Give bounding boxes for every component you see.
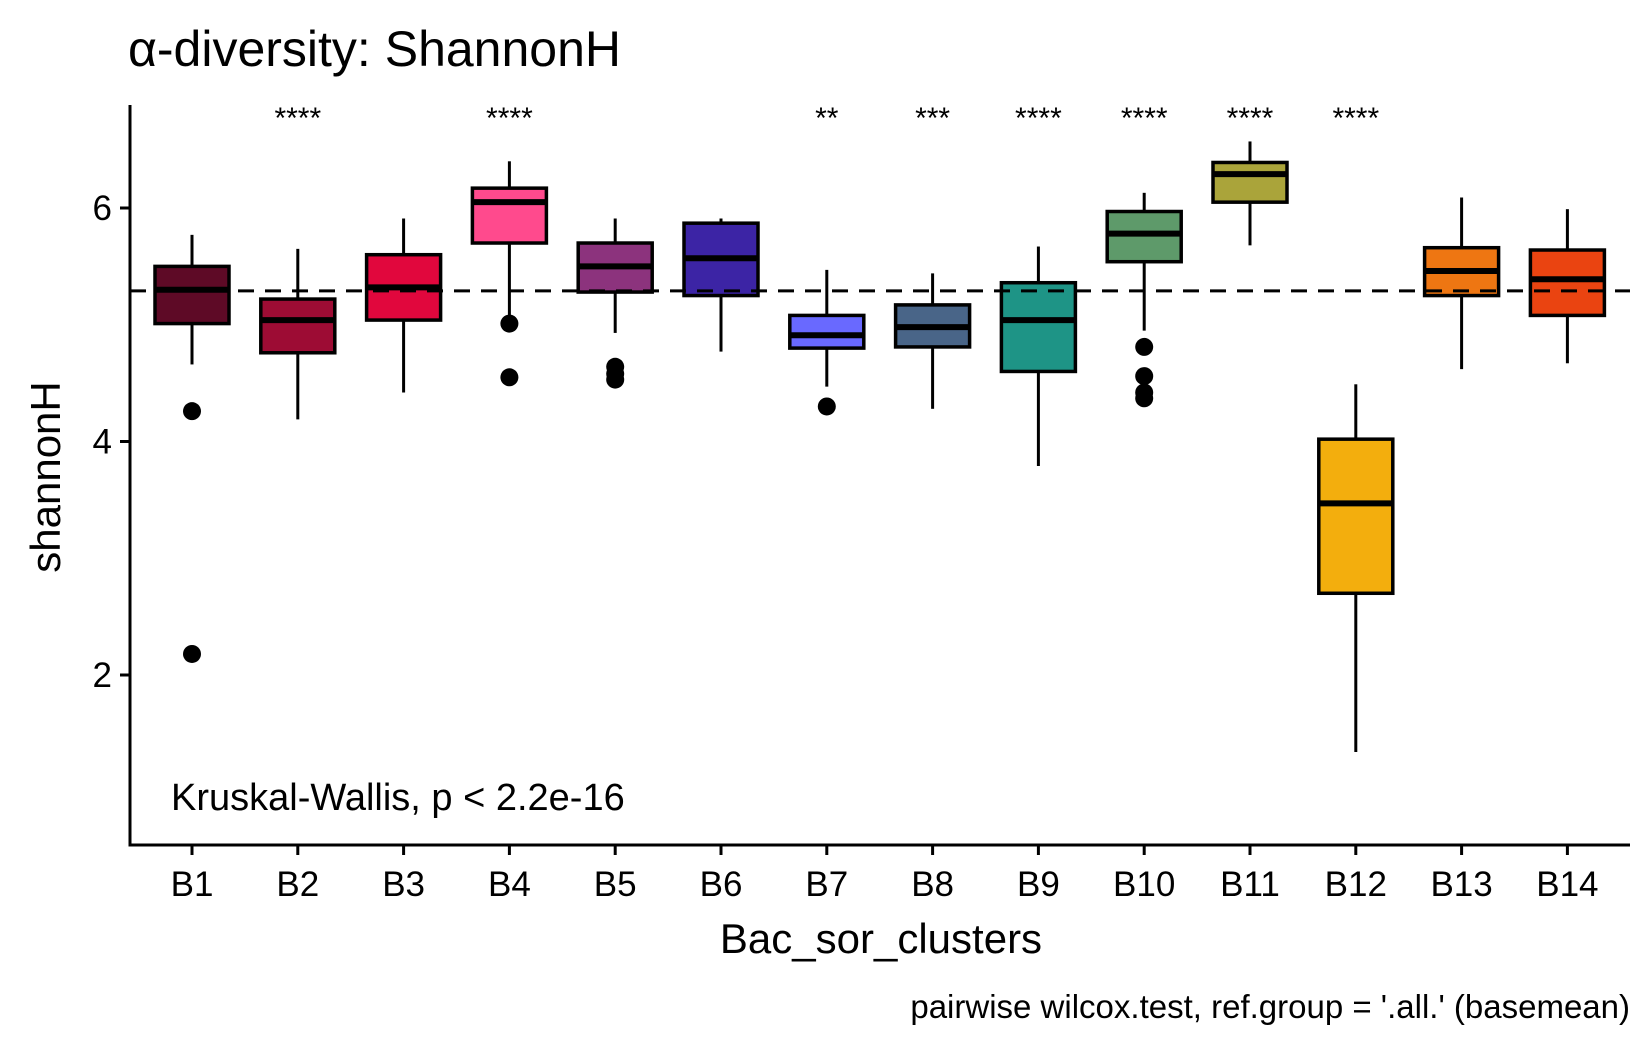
box-B4 <box>470 161 549 387</box>
significance-label-B11: **** <box>1227 102 1274 135</box>
box-body-B9 <box>999 280 1078 374</box>
box-B3 <box>364 218 443 393</box>
caption: pairwise wilcox.test, ref.group = '.all.… <box>910 988 1630 1025</box>
y-axis-title: shannonH <box>22 381 69 572</box>
significance-label-B10: **** <box>1121 102 1168 135</box>
outlier-point-B10-1 <box>1135 337 1154 356</box>
chart-title: α-diversity: ShannonH <box>128 21 621 77</box>
box-B14 <box>1528 209 1607 364</box>
x-axis-ticks: B1 B2 B3 B4 B5 B6 B7 B8 B9 B10 B11 B12 B13 B14 <box>171 845 1599 904</box>
x-tick-label-B3: B3 <box>382 865 425 904</box>
x-tick-label-B7: B7 <box>805 865 848 904</box>
x-tick-label-B2: B2 <box>276 865 319 904</box>
box-body-B11 <box>1211 160 1289 204</box>
x-tick-label-B10: B10 <box>1113 865 1175 904</box>
box-B10 <box>1105 192 1183 408</box>
x-tick-label-B5: B5 <box>594 865 637 904</box>
box-B8 <box>893 273 972 409</box>
x-tick-label-B13: B13 <box>1430 865 1492 904</box>
box-B5 <box>576 218 654 389</box>
box-B12 <box>1317 384 1395 753</box>
x-tick-label-B1: B1 <box>171 865 214 904</box>
box-body-B7 <box>788 313 866 350</box>
x-tick-label-B14: B14 <box>1536 865 1598 904</box>
kruskal-wallis-annotation: Kruskal-Wallis, p < 2.2e-16 <box>171 777 625 819</box>
y-tick-label-4: 4 <box>93 423 112 462</box>
box-body-B2 <box>259 297 337 355</box>
box-B9 <box>999 246 1078 467</box>
box-B2 <box>259 248 337 420</box>
outlier-point-B5-3 <box>606 370 625 389</box>
box-body-B14 <box>1528 248 1607 318</box>
y-tick-label-6: 6 <box>93 189 112 228</box>
significance-label-B2: **** <box>274 102 321 135</box>
box-B7 <box>788 269 866 416</box>
significance-layer: **** **** ** *** **** **** **** **** <box>274 102 1379 135</box>
box-body-B4 <box>470 186 549 245</box>
x-tick-label-B9: B9 <box>1017 865 1060 904</box>
x-tick-label-B12: B12 <box>1325 865 1387 904</box>
outlier-point-B10-4 <box>1135 389 1154 408</box>
significance-label-B4: **** <box>486 102 533 135</box>
significance-label-B9: **** <box>1015 102 1062 135</box>
significance-label-B8: *** <box>915 102 950 135</box>
significance-label-B7: ** <box>815 102 839 135</box>
outlier-point-B7-1 <box>817 397 836 416</box>
box-B13 <box>1422 197 1501 370</box>
outlier-point-B10-2 <box>1135 367 1154 386</box>
outlier-point-B4-1 <box>500 314 519 333</box>
boxes-layer <box>153 141 1607 753</box>
box-B6 <box>682 218 760 352</box>
x-tick-label-B6: B6 <box>700 865 743 904</box>
x-tick-label-B4: B4 <box>488 865 531 904</box>
outlier-point-B1-1 <box>183 402 201 421</box>
box-body-B1 <box>153 264 231 326</box>
box-body-B12 <box>1317 437 1395 596</box>
outlier-point-B1-2 <box>183 644 201 663</box>
y-axis-ticks: 2 4 6 <box>93 189 130 695</box>
outlier-point-B4-2 <box>500 368 519 387</box>
x-tick-label-B8: B8 <box>911 865 954 904</box>
significance-label-B12: **** <box>1332 102 1379 135</box>
y-tick-label-2: 2 <box>93 656 112 695</box>
box-B11 <box>1211 141 1289 246</box>
x-tick-label-B11: B11 <box>1220 865 1280 904</box>
x-axis-title: Bac_sor_clusters <box>720 915 1042 962</box>
